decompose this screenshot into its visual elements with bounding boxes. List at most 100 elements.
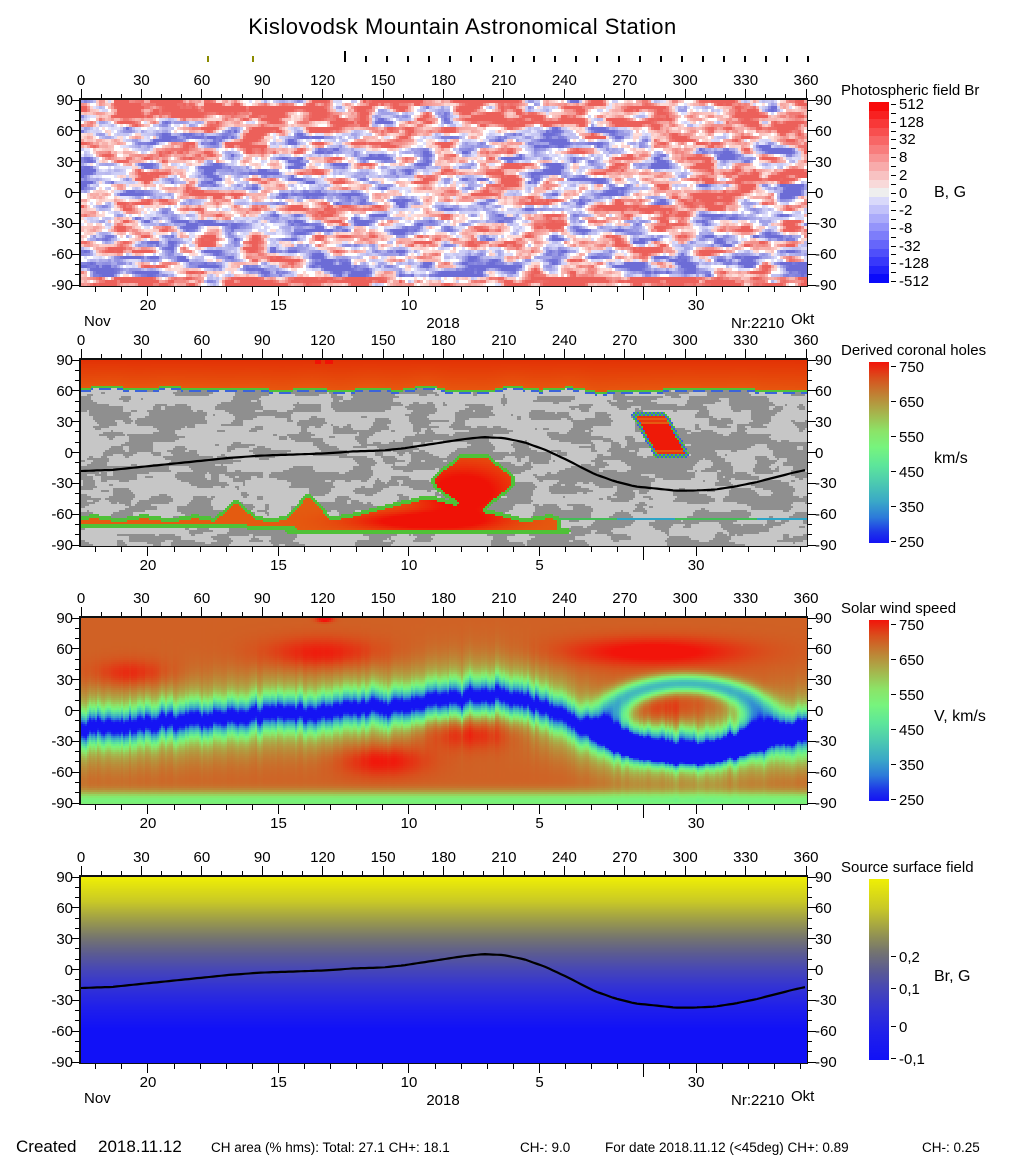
axis-tick: [808, 1020, 812, 1022]
lat-tick-label: 60: [815, 382, 832, 400]
date-tick: [669, 547, 671, 552]
axis-tick: [443, 866, 444, 875]
date-tick: [617, 547, 619, 552]
axis-tick: [75, 958, 79, 960]
colorbar-label: 350: [899, 757, 925, 775]
date-tick: [304, 287, 306, 292]
axis-tick: [808, 222, 816, 224]
colorbar-tick: [891, 254, 896, 256]
colorbar-label: 450: [899, 722, 925, 740]
colorbar-segment: [869, 222, 889, 232]
date-tick: [147, 805, 149, 814]
ch-minus-text: CH-: 9.0: [520, 1140, 571, 1155]
axis-tick: [808, 658, 812, 660]
axis-tick: [71, 130, 79, 132]
colorbar-tick: [891, 210, 896, 212]
date-tick: [747, 287, 749, 292]
month-left-label: Nov: [84, 313, 111, 330]
date-tick: [121, 1064, 123, 1069]
axis-tick: [261, 89, 263, 98]
colorbar-segment: [869, 257, 889, 267]
axis-tick: [382, 89, 384, 98]
lon-tick-label: 240: [551, 590, 577, 607]
axis-tick: [808, 886, 812, 888]
axis-tick: [808, 751, 812, 753]
colorbar-tick: [891, 541, 896, 542]
axis-tick: [704, 871, 706, 875]
axis-tick: [523, 612, 525, 616]
axis-tick: [382, 607, 384, 616]
colorbar-label: -8: [899, 219, 913, 237]
axis-tick: [71, 876, 79, 878]
lat-tick-label: 30: [815, 671, 832, 689]
plot-frame-coronal-holes: [79, 358, 808, 547]
axis-tick: [71, 802, 79, 804]
obs-day-tick: [491, 56, 494, 62]
axis-tick: [644, 94, 646, 98]
axis-tick: [71, 161, 79, 163]
axis-tick: [704, 612, 706, 616]
lat-tick-label: 90: [56, 92, 73, 109]
lon-tick-label: 180: [430, 332, 457, 349]
axis-tick: [221, 871, 223, 875]
axis-tick: [808, 710, 816, 711]
date-tick: [721, 805, 723, 810]
axis-tick: [75, 274, 79, 276]
axis-tick: [785, 612, 787, 616]
axis-tick: [443, 607, 444, 616]
date-tick: [304, 547, 306, 552]
obs-day-tick: [638, 56, 641, 62]
colorbar-tick: [891, 121, 896, 123]
date-tick-label: 10: [400, 297, 418, 314]
axis-tick: [75, 534, 79, 536]
date-tick: [565, 1064, 567, 1069]
axis-tick: [808, 699, 812, 701]
date-tick: [251, 805, 253, 810]
date-tick: [669, 287, 671, 292]
axis-tick: [71, 452, 79, 453]
axis-tick: [808, 109, 812, 111]
lat-tick-label: -30: [815, 475, 837, 493]
axis-tick: [644, 354, 646, 358]
date-tick: [721, 547, 723, 552]
obs-day-tick: [617, 56, 620, 62]
obs-day-tick: [764, 56, 767, 62]
axis-tick: [221, 612, 223, 616]
lat-tick-label: -30: [51, 475, 73, 493]
axis-tick: [808, 472, 812, 474]
axis-tick: [808, 802, 816, 804]
axis-tick: [80, 866, 82, 875]
lat-tick-label: 60: [815, 122, 832, 140]
axis-tick: [75, 202, 79, 204]
lat-tick-label: 60: [815, 640, 832, 658]
colorbar-label: 650: [899, 651, 925, 669]
axis-tick: [543, 871, 545, 875]
axis-tick: [805, 866, 807, 875]
axis-tick: [71, 710, 79, 711]
map-canvas-source-surface: [81, 877, 807, 1063]
colorbar-title-coronal-holes: Derived coronal holes: [841, 342, 987, 359]
colorbar-segment: [869, 145, 889, 155]
axis-tick: [664, 612, 666, 616]
axis-tick: [75, 150, 79, 152]
axis-tick: [75, 989, 79, 991]
colorbar-tick: [891, 400, 896, 402]
date-tick: [460, 547, 462, 552]
axis-tick: [362, 94, 364, 98]
date-tick: [486, 805, 488, 810]
date-tick: [512, 287, 514, 292]
axis-tick: [71, 679, 79, 681]
date-tick: [173, 547, 175, 552]
axis-tick: [75, 410, 79, 412]
axis-tick: [463, 354, 465, 358]
date-tick: [330, 547, 332, 552]
lat-tick-label: -30: [815, 215, 837, 233]
date-tick: [512, 547, 514, 552]
date-tick: [225, 805, 227, 810]
axis-tick: [808, 958, 812, 960]
colorbar: [869, 620, 889, 801]
lat-tick-label: 90: [815, 610, 832, 627]
axis-tick: [75, 761, 79, 763]
axis-tick: [120, 94, 122, 98]
axis-tick: [322, 866, 324, 875]
